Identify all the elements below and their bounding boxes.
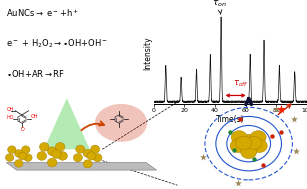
Circle shape bbox=[251, 139, 267, 153]
Point bbox=[279, 107, 284, 110]
Text: OH: OH bbox=[31, 114, 39, 119]
Circle shape bbox=[91, 145, 100, 153]
Circle shape bbox=[230, 139, 246, 153]
Circle shape bbox=[87, 152, 96, 160]
Circle shape bbox=[241, 134, 257, 148]
Circle shape bbox=[39, 143, 49, 151]
Circle shape bbox=[6, 154, 14, 161]
Point bbox=[279, 130, 284, 133]
Point bbox=[270, 135, 275, 138]
Circle shape bbox=[14, 150, 23, 157]
Text: e$^-$ + H$_2$O$_2$$\rightarrow$$\bullet$OH+OH$^-$: e$^-$ + H$_2$O$_2$$\rightarrow$$\bullet$… bbox=[6, 38, 108, 50]
Circle shape bbox=[76, 145, 85, 153]
Text: O: O bbox=[21, 127, 25, 132]
Text: HO: HO bbox=[7, 115, 14, 120]
X-axis label: Time(s): Time(s) bbox=[216, 115, 245, 123]
Point bbox=[261, 163, 266, 166]
Circle shape bbox=[250, 131, 266, 144]
Point bbox=[228, 130, 233, 133]
Circle shape bbox=[58, 152, 68, 160]
Circle shape bbox=[235, 136, 252, 149]
Point bbox=[293, 150, 298, 153]
Circle shape bbox=[14, 160, 23, 167]
Point bbox=[232, 148, 237, 151]
Circle shape bbox=[246, 136, 262, 149]
Polygon shape bbox=[6, 163, 157, 170]
Point bbox=[252, 157, 257, 160]
Circle shape bbox=[231, 131, 247, 144]
Circle shape bbox=[241, 145, 257, 159]
Y-axis label: Intensity: Intensity bbox=[143, 36, 152, 70]
Circle shape bbox=[55, 143, 65, 151]
Point bbox=[201, 156, 206, 159]
Circle shape bbox=[83, 160, 92, 168]
Text: $\tau_{off}$: $\tau_{off}$ bbox=[233, 79, 248, 90]
Circle shape bbox=[18, 152, 27, 160]
Circle shape bbox=[47, 158, 57, 167]
Polygon shape bbox=[44, 98, 90, 149]
Circle shape bbox=[73, 154, 82, 162]
Text: AuNCs$\rightarrow$ e$^-$+h$^+$: AuNCs$\rightarrow$ e$^-$+h$^+$ bbox=[6, 7, 79, 19]
Ellipse shape bbox=[95, 104, 147, 142]
Point bbox=[237, 118, 242, 121]
Point bbox=[292, 118, 297, 121]
Circle shape bbox=[83, 149, 92, 157]
Circle shape bbox=[21, 146, 30, 153]
Text: $\tau_{on}$: $\tau_{on}$ bbox=[212, 0, 227, 14]
Text: OH: OH bbox=[7, 107, 14, 112]
Circle shape bbox=[93, 154, 102, 162]
Circle shape bbox=[37, 152, 47, 160]
Point bbox=[274, 107, 278, 110]
Circle shape bbox=[47, 147, 57, 156]
Text: $\bullet$OH+AR$\rightarrow$RF: $\bullet$OH+AR$\rightarrow$RF bbox=[6, 68, 65, 79]
Point bbox=[235, 181, 240, 184]
Circle shape bbox=[24, 154, 32, 161]
Circle shape bbox=[8, 146, 16, 153]
Circle shape bbox=[52, 150, 61, 158]
